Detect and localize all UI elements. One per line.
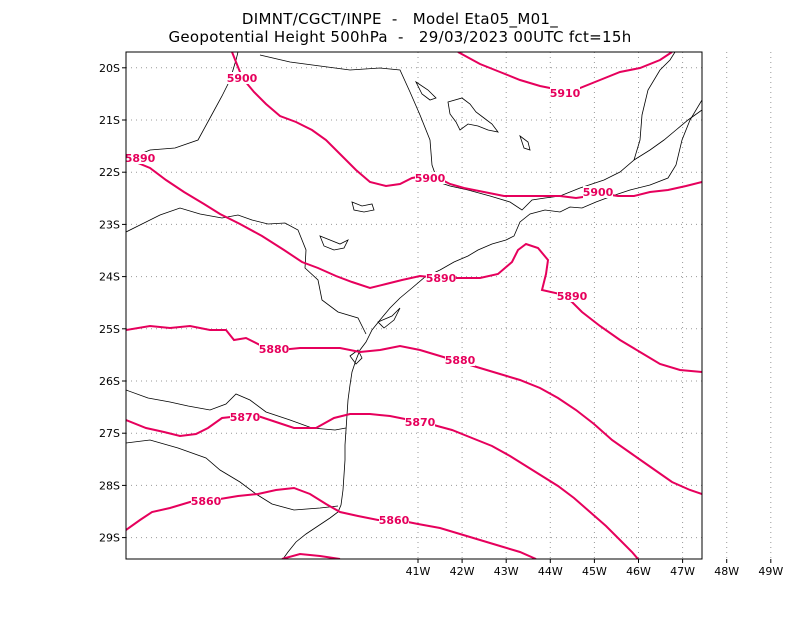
contour-label: 5860 bbox=[191, 495, 222, 508]
contour-label-bg bbox=[379, 514, 409, 526]
river-reservoir-3 bbox=[351, 201, 375, 213]
contour-label-bg bbox=[227, 72, 257, 84]
state-border-pr-sc bbox=[126, 389, 347, 431]
contour-label: 5880 bbox=[445, 354, 476, 367]
lat-label: 25S bbox=[99, 323, 120, 336]
river-reservoir-2 bbox=[414, 80, 437, 101]
lon-label: 45W bbox=[582, 565, 607, 578]
lon-label: 46W bbox=[626, 565, 651, 578]
lon-label: 49W bbox=[758, 565, 783, 578]
contour-label: 5860 bbox=[379, 514, 410, 527]
state-border-mg-rj bbox=[633, 109, 702, 161]
state-border-sc-rs bbox=[126, 439, 339, 511]
contour-label-bg bbox=[583, 186, 613, 198]
lat-label: 20S bbox=[99, 62, 120, 75]
contour-label: 5900 bbox=[583, 186, 614, 199]
river-reservoir-1 bbox=[447, 97, 499, 133]
title-line-1: DIMNT/CGCT/INPE - Model Eta05_M01_ bbox=[241, 10, 559, 28]
contour-label-bg bbox=[191, 495, 221, 507]
lat-label: 24S bbox=[99, 271, 120, 284]
contour-label: 5870 bbox=[230, 411, 261, 424]
lat-label: 22S bbox=[99, 166, 120, 179]
title-line-2: Geopotential Height 500hPa - 29/03/2023 … bbox=[168, 28, 632, 46]
coastline bbox=[282, 99, 702, 559]
lat-lon-grid bbox=[126, 52, 772, 559]
contour-label-bg bbox=[259, 343, 289, 355]
lon-label: 42W bbox=[450, 565, 475, 578]
contour-label-bg bbox=[557, 290, 587, 302]
contour-label-bg bbox=[415, 172, 445, 184]
bay-paranagua bbox=[377, 307, 401, 329]
lon-label: 44W bbox=[538, 565, 563, 578]
contour-label-bg bbox=[426, 272, 456, 284]
borders bbox=[126, 52, 702, 559]
contour-5870 bbox=[126, 413, 639, 559]
state-border-ms-sp bbox=[126, 52, 239, 161]
lat-label: 28S bbox=[99, 479, 120, 492]
contour-label: 5890 bbox=[125, 152, 156, 165]
contour-5910 bbox=[457, 52, 673, 92]
plot-frame bbox=[125, 51, 703, 560]
lon-label: 43W bbox=[494, 565, 519, 578]
contour-label-bg bbox=[405, 416, 435, 428]
state-border-sp-pr bbox=[126, 207, 367, 335]
lat-label: 23S bbox=[99, 218, 120, 231]
contour-label: 5890 bbox=[557, 290, 588, 303]
lon-label: 41W bbox=[406, 565, 431, 578]
contour-label-bg bbox=[445, 354, 475, 366]
river-reservoir-4 bbox=[319, 235, 349, 251]
contour-label: 5880 bbox=[259, 343, 290, 356]
river-reservoir-5 bbox=[519, 134, 531, 151]
contour-label: 5890 bbox=[426, 272, 457, 285]
axis-ticks bbox=[122, 67, 772, 563]
lat-label: 26S bbox=[99, 375, 120, 388]
lon-label: 47W bbox=[670, 565, 695, 578]
contour-label-bg bbox=[230, 411, 260, 423]
lat-label: 27S bbox=[99, 427, 120, 440]
contour-label: 5910 bbox=[550, 87, 581, 100]
lat-label: 21S bbox=[99, 114, 120, 127]
contour-5860-b bbox=[281, 552, 341, 559]
contour-5880 bbox=[126, 324, 702, 495]
contour-label: 5870 bbox=[405, 416, 436, 429]
contours bbox=[126, 52, 702, 559]
longitude-labels: 53W52W51W50W49W48W47W46W45W44W43W42W41W bbox=[406, 565, 784, 578]
latitude-labels: 20S 21S 22S 23S 24S 25S 26S 27S 28S 29S bbox=[99, 62, 120, 545]
contour-5860-a bbox=[126, 486, 537, 559]
contour-label-bg bbox=[125, 152, 155, 164]
lat-label: 29S bbox=[99, 532, 120, 545]
contour-5890 bbox=[126, 157, 702, 373]
contour-label: 5900 bbox=[415, 172, 446, 185]
lon-label: 48W bbox=[714, 565, 739, 578]
contour-label: 5900 bbox=[227, 72, 258, 85]
contour-label-bg bbox=[550, 87, 580, 99]
contour-labels: 5910 5900 5900 5900 5890 5890 5890 5880 5880 5870… bbox=[125, 72, 614, 527]
state-border-mg-sp bbox=[259, 52, 676, 211]
